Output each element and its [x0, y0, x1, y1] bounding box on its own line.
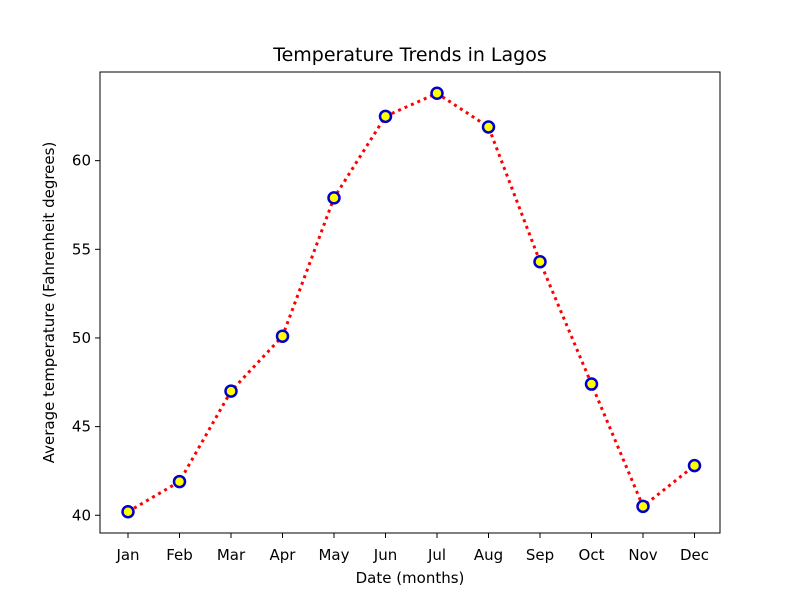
data-point-marker	[327, 191, 341, 205]
x-tick-label: Nov	[628, 546, 657, 564]
data-point-marker	[224, 384, 238, 398]
data-point-marker	[172, 474, 187, 489]
x-tick-label: Oct	[579, 546, 605, 564]
data-point-marker	[430, 86, 444, 101]
y-tick-label: 60	[72, 152, 91, 170]
x-tick-label: Sep	[526, 546, 554, 564]
x-tick-label: Mar	[217, 546, 246, 564]
y-tick-label: 50	[72, 329, 91, 347]
data-point-marker	[687, 458, 702, 473]
chart-title: Temperature Trends in Lagos	[272, 44, 547, 66]
x-tick-label: May	[318, 546, 349, 564]
axes: Jan Feb Mar Apr May Jun Jul Aug Sep Oct Nov Dec 40 45…	[72, 152, 709, 564]
data-point-marker	[636, 499, 650, 514]
data-series	[121, 86, 702, 519]
data-point-marker	[121, 504, 135, 519]
x-tick-label: Aug	[474, 546, 503, 564]
x-tick-label: Jul	[427, 546, 446, 564]
x-tick-label: Apr	[270, 546, 297, 564]
x-tick-label: Dec	[680, 546, 709, 564]
x-tick-label: Jan	[115, 546, 139, 564]
y-axis-label: Average temperature (Fahrenheit degrees)	[40, 142, 58, 464]
series-line	[127, 91, 696, 514]
x-tick-label: Jun	[373, 546, 397, 564]
x-axis-label: Date (months)	[356, 569, 465, 587]
y-tick-label: 45	[72, 418, 91, 436]
data-point-marker	[481, 120, 496, 134]
y-tick-label: 55	[72, 240, 91, 258]
data-point-marker	[378, 109, 393, 124]
data-point-marker	[275, 329, 290, 343]
x-tick-label: Feb	[166, 546, 193, 564]
y-tick-label: 40	[72, 506, 91, 524]
data-point-marker	[584, 377, 599, 391]
plot-frame	[99, 71, 721, 534]
data-point-marker	[533, 254, 547, 269]
